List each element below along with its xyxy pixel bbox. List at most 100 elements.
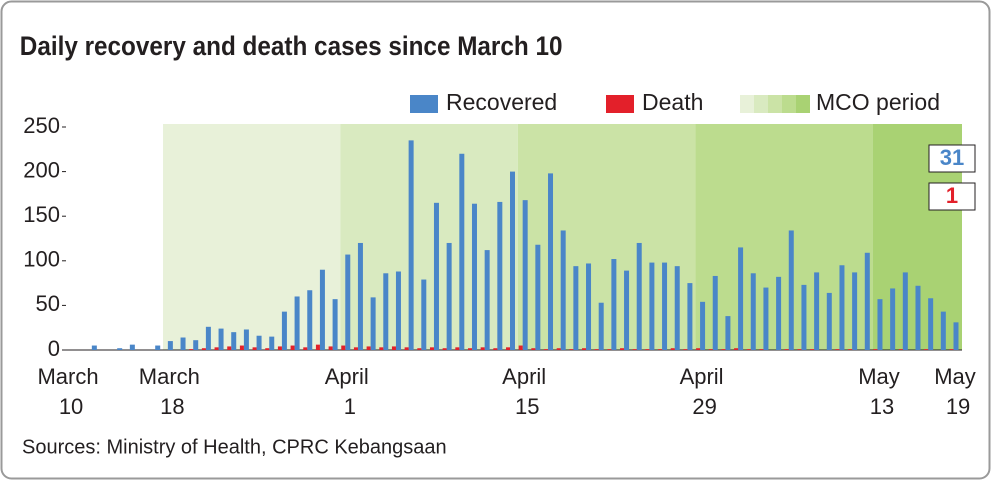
bar	[227, 346, 232, 350]
bar	[353, 347, 358, 350]
callout-box	[928, 144, 976, 173]
bar	[801, 284, 807, 350]
x-tick-label: April 29	[680, 364, 724, 419]
bar	[738, 247, 744, 350]
y-tick-label: 100	[23, 247, 60, 272]
bar	[315, 344, 320, 350]
x-tick-label: April 1	[325, 364, 369, 419]
y-tick-label: 150	[23, 202, 60, 227]
y-tick-label: 200	[23, 157, 60, 182]
bar	[848, 349, 853, 350]
legend-swatch	[782, 95, 796, 113]
bar	[544, 349, 549, 350]
legend-swatch	[768, 95, 782, 113]
bar	[586, 263, 592, 350]
bar	[864, 252, 870, 350]
bar	[940, 311, 946, 350]
bar	[471, 203, 477, 350]
bar	[662, 262, 668, 350]
bar	[649, 262, 655, 350]
bar	[303, 347, 308, 350]
callout-label: 31	[940, 145, 964, 170]
y-tick-label: 50	[36, 291, 60, 316]
bar	[269, 336, 275, 350]
bar	[839, 265, 845, 350]
bar	[341, 345, 346, 350]
bar	[522, 200, 528, 350]
bar	[395, 271, 401, 350]
x-tick-label: April 15	[502, 364, 546, 419]
bar	[915, 285, 921, 350]
legend-label: Recovered	[446, 89, 557, 115]
bar	[506, 347, 510, 350]
source: Sources: Ministry of Health, CPRC Kebang…	[22, 436, 447, 458]
chart-title: Daily recovery and death cases since Mar…	[20, 32, 563, 61]
bar	[484, 250, 490, 350]
bar	[429, 347, 434, 350]
bar	[319, 269, 325, 350]
bar	[328, 346, 333, 350]
bar	[277, 346, 282, 350]
bar	[214, 347, 219, 350]
bar	[256, 335, 262, 350]
bar	[877, 299, 883, 350]
bar	[535, 244, 541, 350]
bar	[708, 349, 713, 350]
bar	[391, 346, 396, 350]
bar	[193, 340, 199, 350]
legend-label: MCO period	[816, 89, 940, 115]
legend-swatch	[796, 95, 810, 113]
bar	[569, 349, 574, 350]
bar	[167, 341, 173, 350]
bar	[459, 153, 465, 350]
legend-swatch	[754, 95, 768, 113]
bar	[155, 345, 161, 350]
legend-swatch	[740, 95, 754, 113]
callout-box	[928, 182, 976, 211]
bar	[949, 349, 954, 350]
y-tick-label: 0	[48, 336, 60, 361]
bar	[788, 230, 794, 350]
bar	[408, 140, 414, 350]
bar	[700, 301, 706, 350]
mco-band	[340, 124, 518, 350]
bar	[345, 254, 351, 350]
bar	[784, 349, 789, 350]
bar	[746, 349, 751, 350]
bar	[548, 173, 554, 350]
bar	[218, 328, 224, 350]
bar	[852, 272, 858, 350]
mco-band	[163, 124, 341, 350]
bar	[129, 344, 135, 350]
bar	[231, 332, 237, 350]
bar	[645, 349, 650, 350]
bar	[924, 349, 929, 350]
bar	[712, 275, 718, 350]
bar	[480, 347, 485, 350]
bar	[201, 348, 206, 350]
bar	[763, 287, 769, 350]
bar	[281, 311, 287, 350]
bar	[759, 349, 764, 350]
bar	[810, 349, 815, 350]
bar	[366, 346, 371, 350]
bar	[510, 171, 515, 350]
bar	[658, 349, 663, 350]
bar	[560, 230, 566, 350]
bar	[556, 348, 561, 350]
bar	[290, 345, 295, 350]
bar	[898, 349, 903, 350]
bar	[696, 348, 701, 350]
bar	[243, 329, 249, 350]
bar	[598, 302, 604, 350]
bar	[683, 349, 688, 350]
bar	[531, 348, 536, 350]
bar	[607, 349, 612, 350]
bar	[725, 316, 731, 350]
bar	[624, 270, 630, 350]
bar	[750, 273, 756, 350]
bar	[180, 337, 186, 350]
bar	[455, 347, 460, 350]
bar	[636, 242, 642, 350]
